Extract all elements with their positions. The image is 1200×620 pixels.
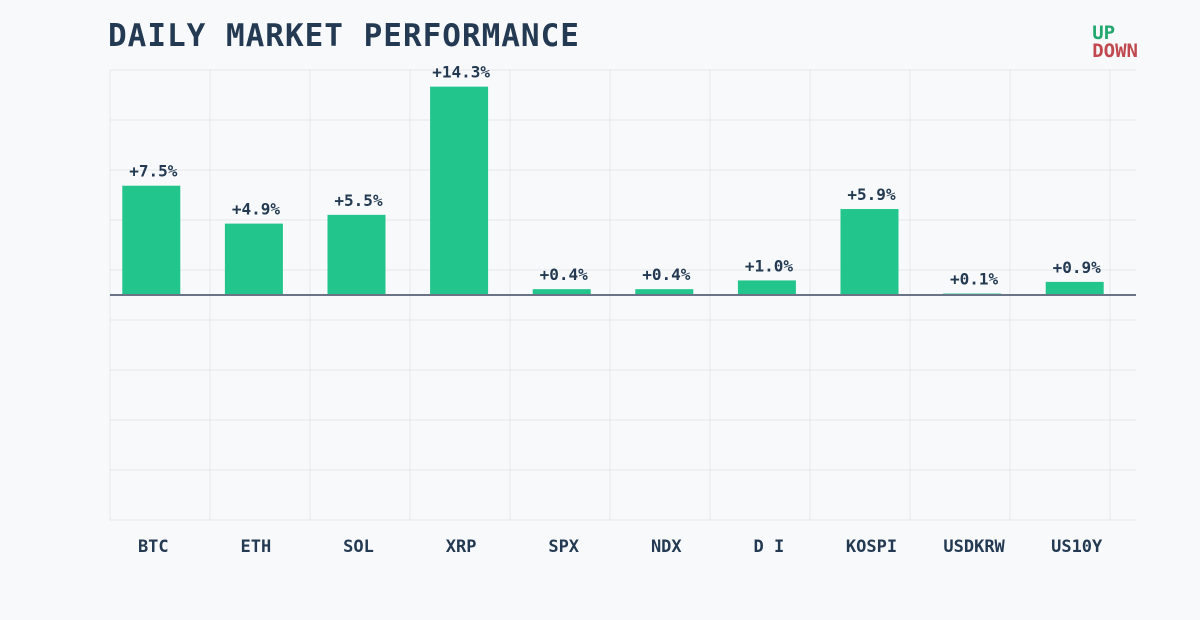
x-tick-label: D I xyxy=(754,537,785,557)
x-tick-label: KOSPI xyxy=(846,537,897,557)
bar-d-i xyxy=(737,280,796,295)
bar-us10y xyxy=(1045,281,1104,295)
x-tick-label: SOL xyxy=(343,537,374,557)
x-tick-label: XRP xyxy=(446,537,477,557)
data-label: +0.4% xyxy=(642,265,691,284)
data-label: +14.3% xyxy=(432,63,490,82)
data-label: +5.5% xyxy=(334,191,383,210)
bar-btc xyxy=(122,185,181,295)
bar-kospi xyxy=(840,209,899,295)
x-tick-label: NDX xyxy=(651,537,682,557)
data-label: +1.0% xyxy=(745,256,794,275)
data-label: +5.9% xyxy=(847,185,896,204)
bar-sol xyxy=(327,214,386,295)
x-tick-label: US10Y xyxy=(1051,537,1103,557)
legend: UP DOWN xyxy=(1092,22,1138,62)
data-label: +0.4% xyxy=(540,265,589,284)
legend-down-label: DOWN xyxy=(1092,40,1138,62)
x-tick-label: SPX xyxy=(548,537,579,557)
data-label: +4.9% xyxy=(232,200,281,219)
bar-ndx xyxy=(635,289,694,295)
x-tick-label: ETH xyxy=(241,537,272,557)
x-tick-label: BTC xyxy=(138,537,169,557)
x-tick-label: USDKRW xyxy=(943,537,1005,557)
data-label: +7.5% xyxy=(129,162,178,181)
bar-xrp xyxy=(430,86,489,295)
bar-eth xyxy=(224,223,283,295)
data-label: +0.1% xyxy=(950,270,999,289)
chart-title: DAILY MARKET PERFORMANCE xyxy=(108,18,580,54)
data-label: +0.9% xyxy=(1053,258,1102,277)
legend-up-label: UP xyxy=(1092,22,1116,44)
bar-spx xyxy=(532,289,591,295)
